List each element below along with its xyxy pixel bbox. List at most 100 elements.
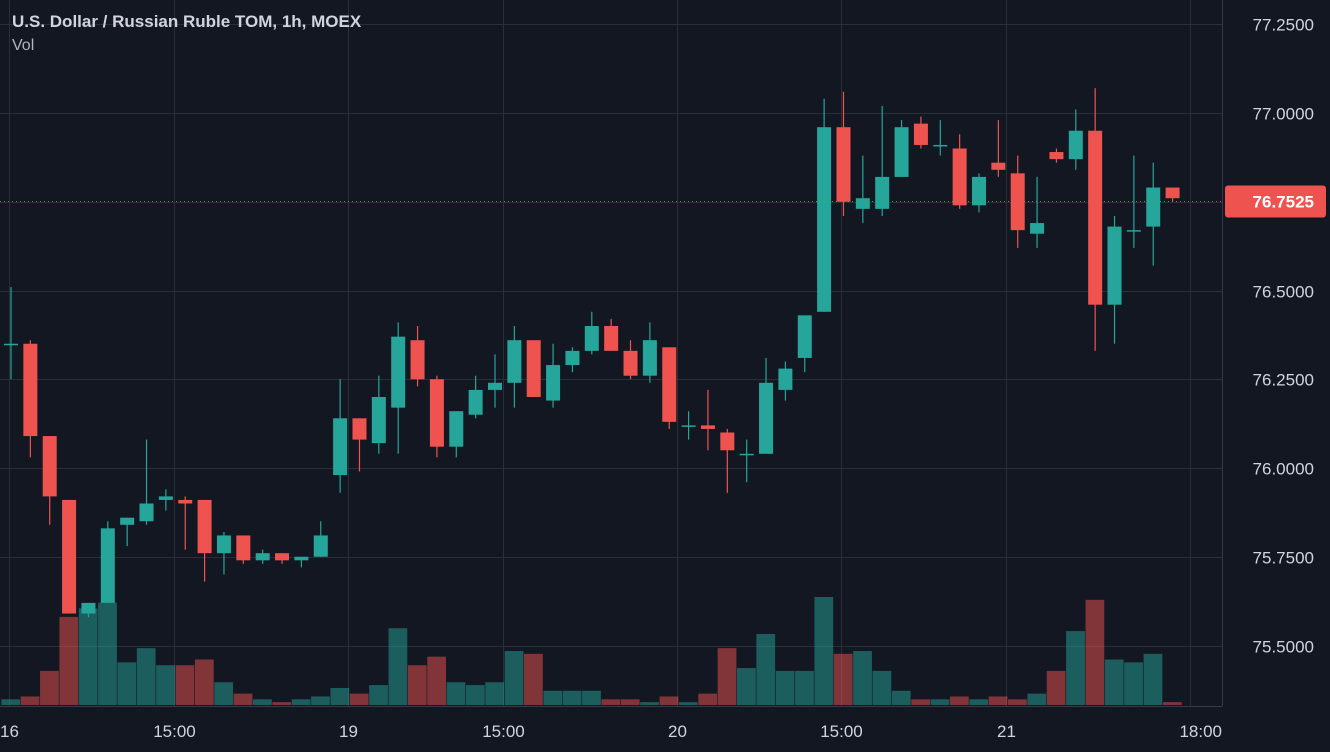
candle-body <box>623 350 638 376</box>
volume-bar <box>678 702 698 705</box>
candle-body <box>333 418 348 476</box>
time-tick-label: 16 <box>0 722 19 741</box>
volume-bars <box>1 597 1182 705</box>
candle-body <box>139 503 154 522</box>
volume-bar <box>620 699 640 705</box>
time-tick-label: 15:00 <box>153 722 196 741</box>
price-tick-label: 76.2500 <box>1253 371 1314 390</box>
volume-bar <box>446 682 466 705</box>
candle-body <box>468 389 483 415</box>
last-price-badge <box>1225 185 1326 218</box>
volume-bar <box>891 690 911 705</box>
volume-bar <box>407 665 427 705</box>
volume-bar <box>349 693 369 705</box>
volume-bar <box>833 653 853 705</box>
candle-body <box>410 340 425 380</box>
volume-bar <box>562 690 582 705</box>
volume-bar <box>427 656 446 705</box>
candle-body <box>1126 230 1141 232</box>
candle-body <box>1165 187 1180 199</box>
volume-bar <box>949 696 969 705</box>
time-tick-label: 15:00 <box>820 722 863 741</box>
time-tick-label: 20 <box>668 722 687 741</box>
candle-body <box>1030 223 1045 234</box>
volume-bar <box>1162 702 1182 705</box>
price-tick-label: 76.0000 <box>1253 460 1314 479</box>
candle-body <box>604 326 619 351</box>
candle-body <box>681 425 696 427</box>
volume-bar <box>969 699 989 705</box>
candle-body <box>507 340 522 383</box>
candle-body <box>952 148 967 206</box>
volume-bar <box>1066 631 1085 705</box>
candle-body <box>81 602 96 614</box>
candle-body <box>197 499 212 554</box>
candle-body <box>391 336 406 408</box>
volume-bar <box>156 665 175 705</box>
candle-body <box>546 365 561 401</box>
time-axis[interactable]: 16 15:00 19 15:00 20 15:00 21 18:00 <box>0 722 1222 741</box>
candle-body <box>817 127 832 312</box>
volume-bar <box>640 702 659 705</box>
volume-bar <box>369 685 388 705</box>
candle-body <box>352 418 367 440</box>
volume-bar <box>98 602 117 705</box>
volume-bar <box>1085 599 1105 705</box>
volume-bar <box>1008 699 1027 705</box>
candle-body <box>565 350 580 366</box>
volume-bar <box>485 682 505 705</box>
candle-body <box>778 368 793 390</box>
volume-bar <box>872 670 892 705</box>
candle-body <box>178 499 193 504</box>
volume-bar <box>543 690 563 705</box>
volume-bar <box>775 670 795 705</box>
candle-body <box>255 553 270 561</box>
volume-indicator-label[interactable]: Vol <box>12 37 35 54</box>
candle-body <box>836 127 851 202</box>
candle-body <box>739 453 754 456</box>
candle-body <box>700 425 715 429</box>
volume-bar <box>291 699 311 705</box>
symbol-title[interactable]: U.S. Dollar / Russian Ruble TOM, 1h, MOE… <box>12 12 362 31</box>
candle-body <box>1107 226 1122 305</box>
candle-body <box>894 127 909 177</box>
volume-bar <box>330 687 350 705</box>
volume-bar <box>930 699 950 705</box>
candle-body <box>1088 130 1103 305</box>
candle-body <box>855 198 870 209</box>
volume-bar <box>601 699 621 705</box>
candle-body <box>62 499 77 614</box>
candle-body <box>4 343 18 346</box>
volume-bar <box>1104 659 1124 705</box>
candle-body <box>236 535 251 561</box>
candle-body <box>991 162 1006 170</box>
volume-bar <box>1046 670 1066 705</box>
volume-bar <box>233 693 253 705</box>
volume-bar <box>175 665 195 705</box>
candle-body <box>120 517 135 525</box>
candle-body <box>429 379 444 447</box>
volume-bar <box>214 682 234 705</box>
candle-body <box>913 123 928 145</box>
candle-body <box>584 326 599 351</box>
volume-bar <box>717 648 737 705</box>
volume-bar <box>524 653 543 705</box>
candle-body <box>42 436 57 497</box>
candle-body <box>933 144 948 147</box>
candles <box>4 88 1180 618</box>
candle-body <box>1010 173 1025 231</box>
volume-bar <box>253 699 272 705</box>
time-tick-label: 19 <box>339 722 358 741</box>
candle-body <box>294 556 309 561</box>
volume-bar <box>272 702 292 705</box>
volume-bar <box>582 690 601 705</box>
price-tick-label: 76.5000 <box>1253 283 1314 302</box>
candle-body <box>100 528 115 603</box>
candle-body <box>449 411 464 447</box>
candle-body <box>158 496 173 500</box>
last-price-label: 76.7525 <box>1253 193 1314 212</box>
volume-bar <box>1 699 21 705</box>
candle-body <box>1049 152 1064 160</box>
volume-bar <box>1124 662 1143 705</box>
